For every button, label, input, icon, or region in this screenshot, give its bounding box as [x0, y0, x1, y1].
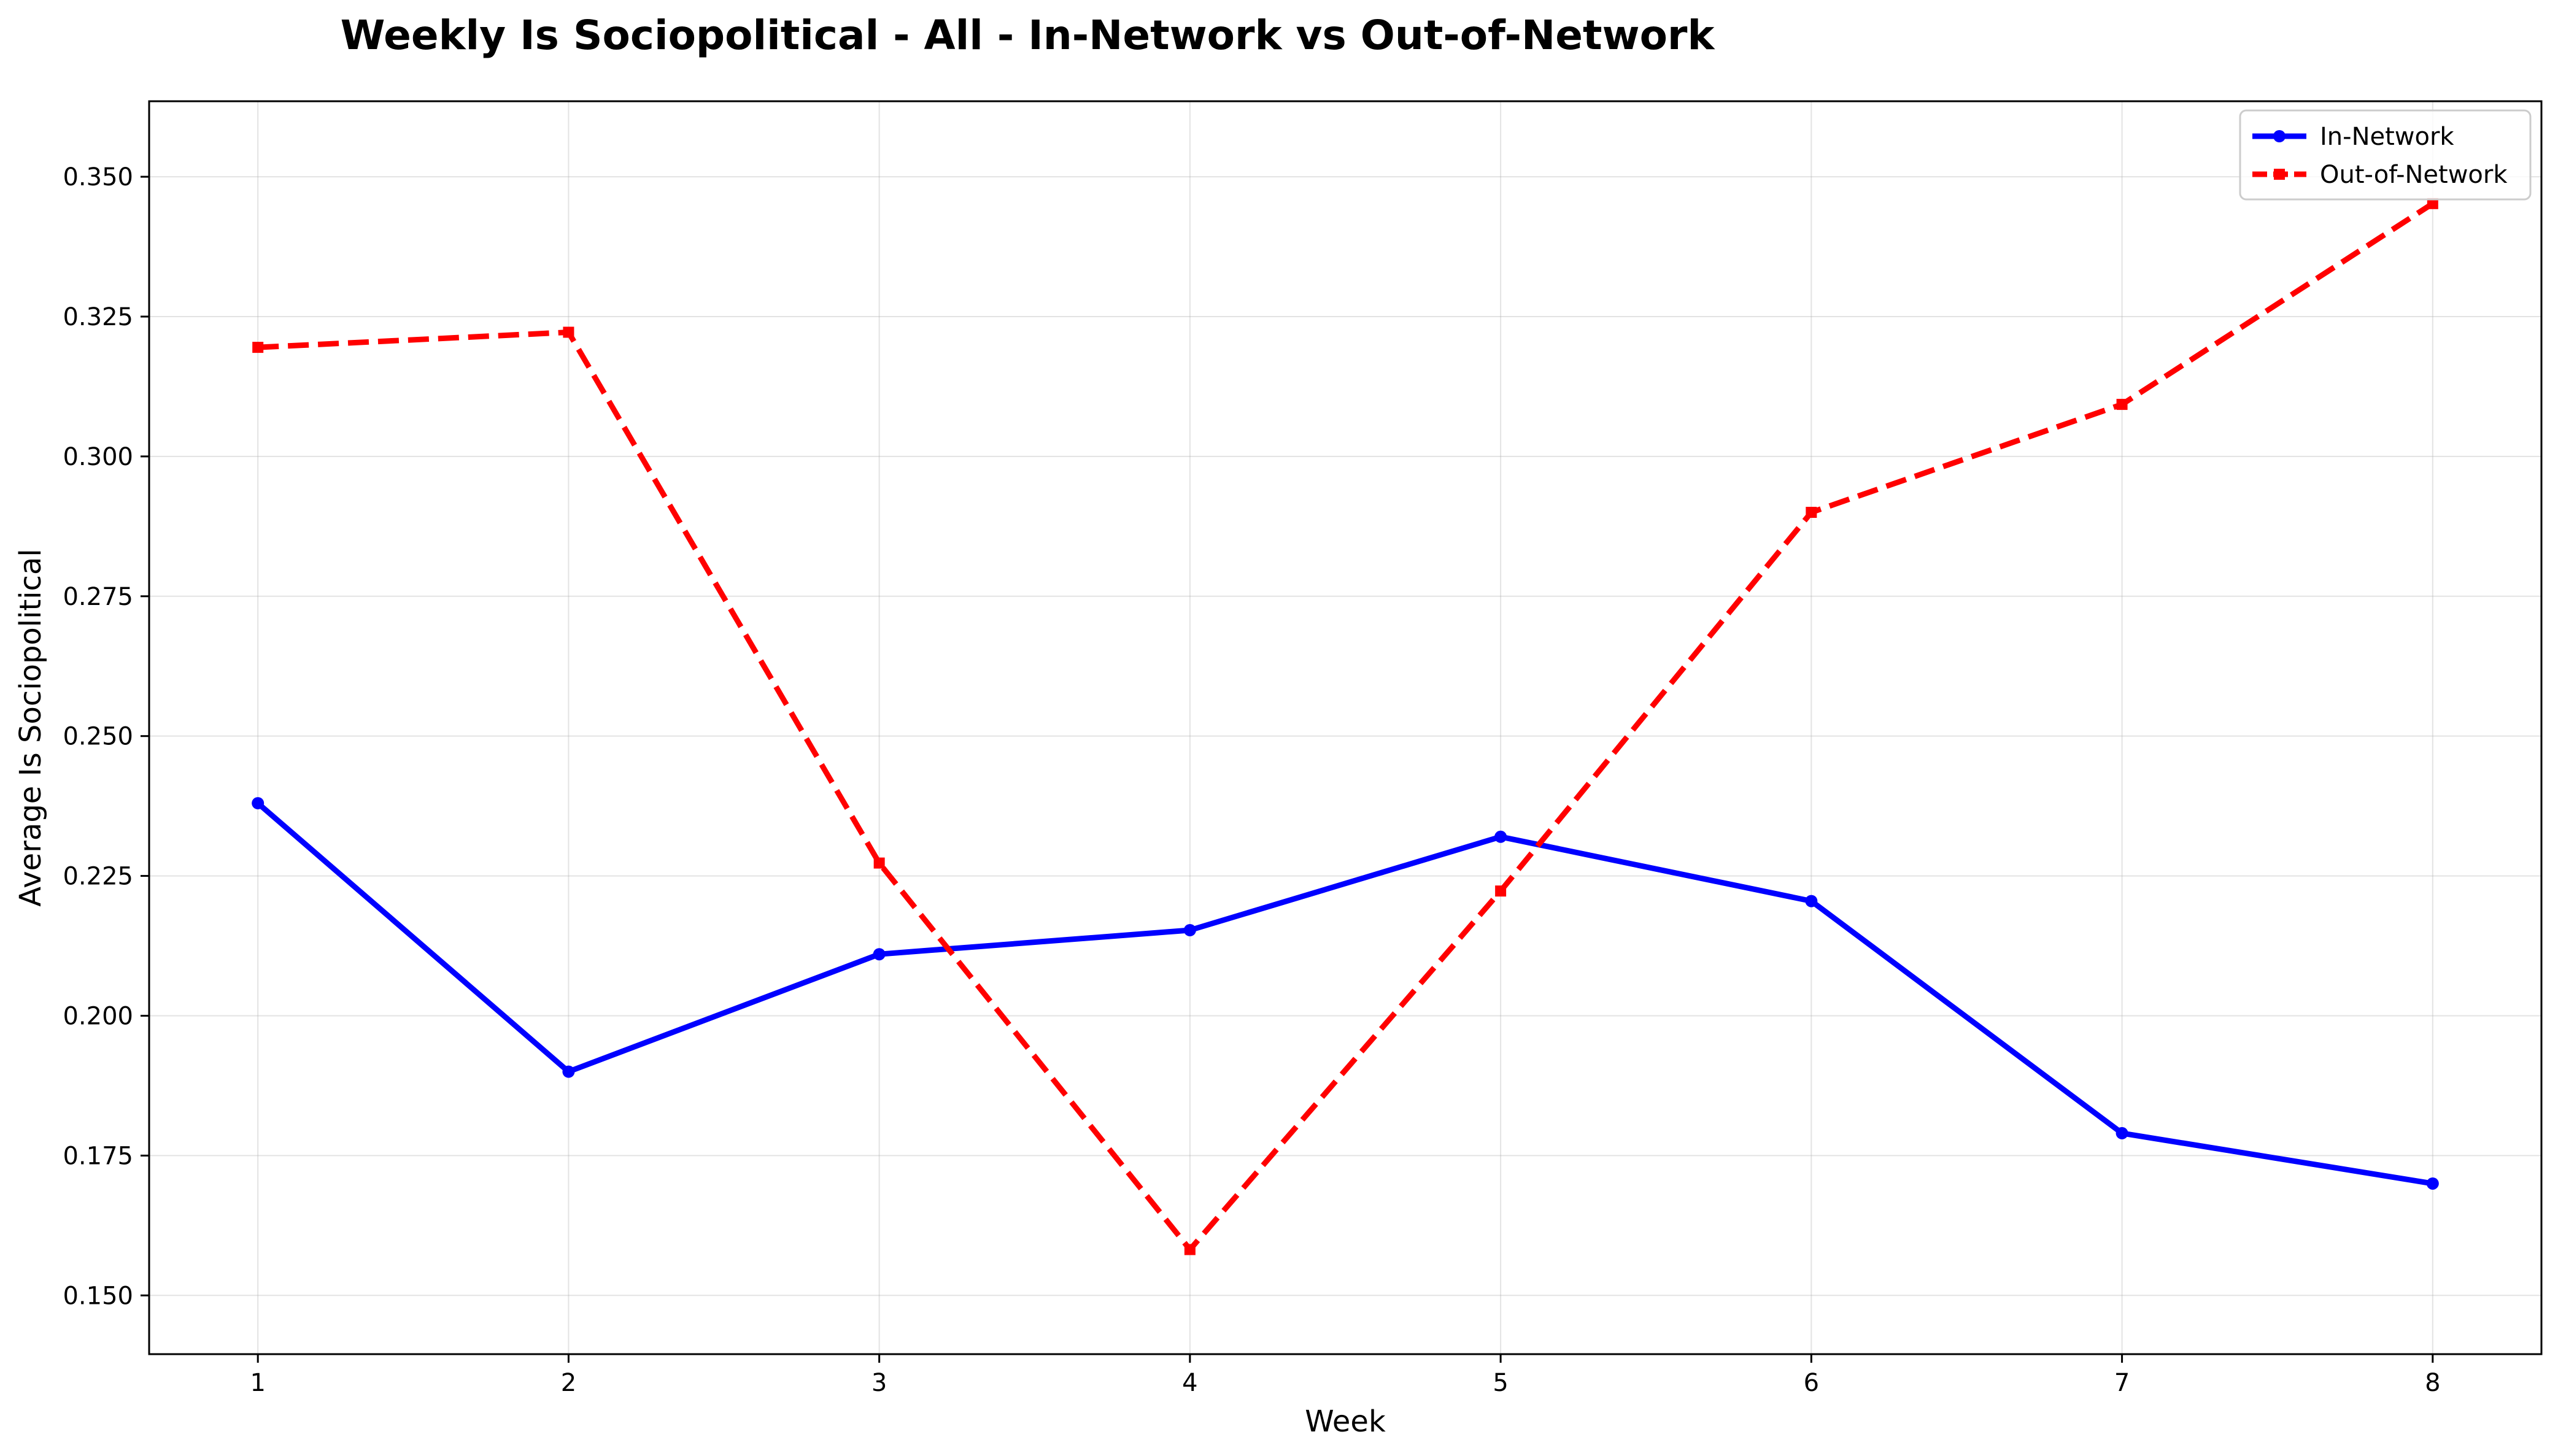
y-tick-label: 0.300 [63, 443, 133, 471]
legend: In-Network Out-of-Network [2239, 109, 2532, 201]
out-of-network-point-week-1 [252, 342, 264, 353]
chart-title: Weekly Is Sociopolitical - All - In-Netw… [341, 12, 1716, 59]
out-of-network-point-week-8 [2427, 198, 2438, 209]
out-of-network-point-week-4 [1184, 1244, 1196, 1255]
y-tick-label: 0.325 [63, 303, 133, 331]
out-of-network-point-week-6 [1806, 507, 1817, 518]
x-tick-label: 6 [1804, 1369, 1819, 1397]
y-tick-label: 0.200 [63, 1002, 133, 1030]
out-of-network-point-week-2 [563, 326, 574, 338]
out-of-network-line [257, 201, 2435, 1252]
x-tick-label: 8 [2425, 1369, 2440, 1397]
legend-in-network-label: In-Network [2320, 123, 2454, 151]
in-network-point-week-2 [562, 1065, 575, 1078]
data-series [252, 198, 2439, 1255]
legend-in-network-marker [2273, 130, 2286, 142]
x-tick-label: 5 [1493, 1369, 1508, 1397]
in-network-point-week-3 [873, 948, 886, 961]
y-tick-label: 0.350 [63, 163, 133, 191]
legend-out-of-network-marker [2274, 169, 2285, 180]
y-tick-label: 0.150 [63, 1282, 133, 1310]
in-network-point-week-7 [2116, 1127, 2128, 1139]
grid-lines [149, 101, 2541, 1354]
y-axis-label: Average Is Sociopolitical [14, 549, 48, 907]
out-of-network-point-week-3 [873, 857, 885, 869]
y-tick-label: 0.175 [63, 1142, 133, 1170]
in-network-point-week-5 [1494, 830, 1507, 843]
x-axis-label: Week [1305, 1404, 1386, 1439]
in-network-point-week-8 [2426, 1177, 2439, 1190]
x-tick-label: 2 [561, 1369, 576, 1397]
x-tick-label: 7 [2114, 1369, 2130, 1397]
y-tick-label: 0.225 [63, 863, 133, 891]
in-network-line [255, 800, 2436, 1187]
legend-out-of-network-label: Out-of-Network [2320, 161, 2508, 189]
axes: 1 2 3 4 5 6 7 8 0.150 0.175 0.200 0.225 0.250 0.275 0.… [63, 163, 2440, 1397]
x-tick-label: 3 [871, 1369, 887, 1397]
y-tick-label: 0.275 [63, 583, 133, 611]
plot-area-frame [148, 100, 2543, 1355]
out-of-network-point-week-5 [1495, 885, 1507, 897]
in-network-point-week-1 [252, 797, 265, 810]
in-network-point-week-6 [1805, 895, 1818, 907]
x-tick-label: 1 [250, 1369, 265, 1397]
out-of-network-point-week-7 [2116, 399, 2128, 410]
in-network-point-week-4 [1183, 924, 1196, 937]
x-tick-label: 4 [1182, 1369, 1197, 1397]
legend-frame [2239, 109, 2532, 201]
y-tick-label: 0.250 [63, 723, 133, 751]
